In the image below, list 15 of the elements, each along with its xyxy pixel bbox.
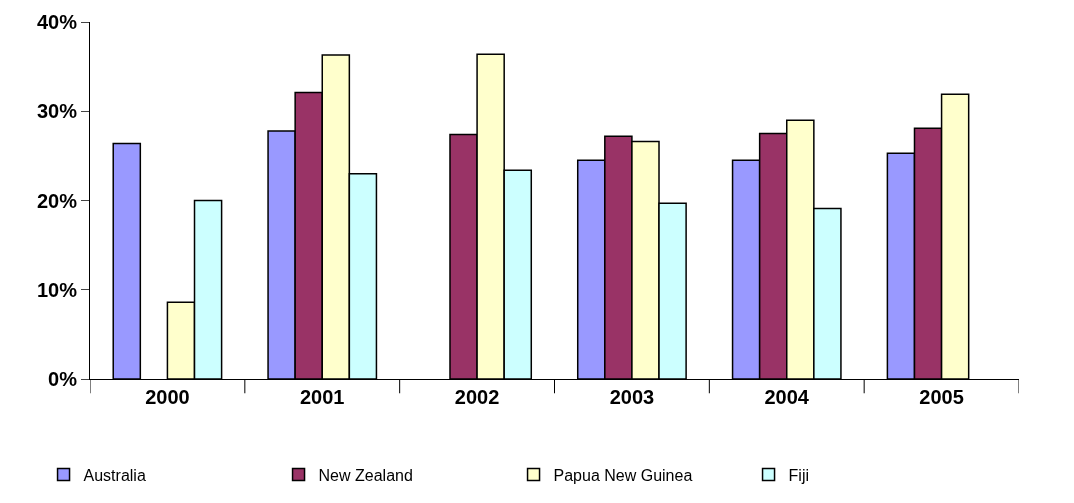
y-tick-label: 20% <box>36 189 78 212</box>
x-tick-label: 2001 <box>300 386 345 408</box>
legend-label: Fiji <box>788 466 809 484</box>
legend-label: Papua New Guinea <box>553 466 693 484</box>
legend-label: New Zealand <box>318 466 413 484</box>
x-tick-label: 2003 <box>609 386 655 408</box>
y-tick-label: 30% <box>36 100 78 123</box>
y-tick-label: 10% <box>36 278 78 301</box>
x-tick-label: 2004 <box>764 386 810 408</box>
x-tick-label: 2005 <box>919 386 964 408</box>
x-tick-label: 2000 <box>145 386 190 408</box>
x-tick-label: 2002 <box>454 386 500 408</box>
legend-label: Australia <box>83 466 146 484</box>
y-tick-label: 40% <box>36 11 78 33</box>
y-tick-label: 0% <box>48 368 78 390</box>
